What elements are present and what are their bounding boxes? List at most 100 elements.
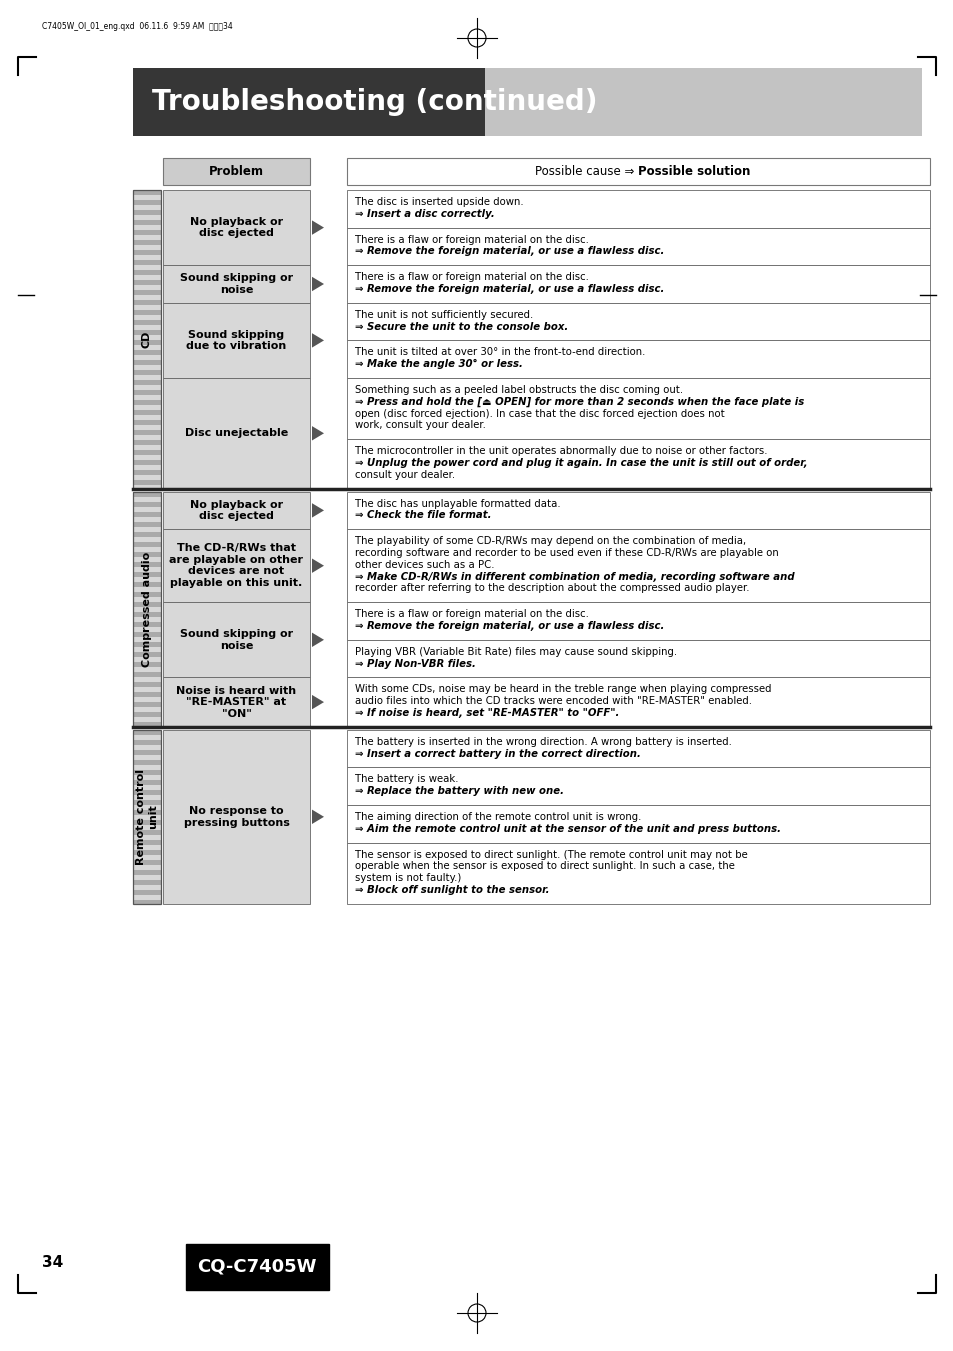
- Bar: [132, 662, 161, 666]
- Bar: [186, 1244, 329, 1290]
- Bar: [132, 566, 161, 571]
- Text: The battery is weak.: The battery is weak.: [355, 774, 458, 785]
- Bar: [132, 270, 161, 276]
- Text: 34: 34: [42, 1255, 63, 1270]
- Bar: [132, 430, 161, 435]
- Polygon shape: [312, 632, 324, 647]
- Bar: [132, 507, 161, 512]
- Bar: [132, 405, 161, 409]
- Polygon shape: [312, 503, 324, 517]
- Bar: [347, 227, 929, 265]
- Text: Something such as a peeled label obstructs the disc coming out.: Something such as a peeled label obstruc…: [355, 385, 682, 394]
- Text: other devices such as a PC.: other devices such as a PC.: [355, 559, 494, 570]
- Bar: [132, 255, 161, 259]
- Bar: [132, 492, 161, 497]
- Bar: [132, 376, 161, 380]
- Bar: [132, 485, 161, 489]
- Bar: [347, 843, 929, 904]
- Bar: [132, 775, 161, 780]
- Bar: [132, 551, 161, 557]
- Bar: [347, 492, 929, 530]
- Bar: [132, 542, 161, 547]
- Bar: [132, 205, 161, 209]
- Bar: [132, 547, 161, 551]
- Text: The disc is inserted upside down.: The disc is inserted upside down.: [355, 197, 523, 207]
- Text: Remote control
unit: Remote control unit: [136, 769, 157, 865]
- Bar: [132, 790, 161, 794]
- Text: The sensor is exposed to direct sunlight. (The remote control unit may not be: The sensor is exposed to direct sunlight…: [355, 850, 747, 859]
- Bar: [132, 380, 161, 385]
- Bar: [132, 666, 161, 671]
- Bar: [132, 885, 161, 890]
- Bar: [132, 586, 161, 592]
- Bar: [132, 581, 161, 586]
- Bar: [132, 735, 161, 740]
- Bar: [132, 400, 161, 405]
- Text: CD: CD: [142, 331, 152, 349]
- Bar: [163, 492, 310, 530]
- Text: There is a flaw or foreign material on the disc.: There is a flaw or foreign material on t…: [355, 235, 588, 245]
- Bar: [132, 209, 161, 215]
- Text: There is a flaw or foreign material on the disc.: There is a flaw or foreign material on t…: [355, 272, 588, 282]
- Polygon shape: [312, 809, 324, 824]
- Text: ⇒ Block off sunlight to the sensor.: ⇒ Block off sunlight to the sensor.: [355, 885, 549, 894]
- Bar: [132, 875, 161, 880]
- Bar: [132, 707, 161, 712]
- Bar: [132, 855, 161, 859]
- Bar: [132, 844, 161, 850]
- Text: Noise is heard with
"RE-MASTER" at
"ON": Noise is heard with "RE-MASTER" at "ON": [176, 685, 296, 719]
- Bar: [132, 697, 161, 701]
- Bar: [132, 305, 161, 309]
- Bar: [163, 303, 310, 378]
- Bar: [132, 444, 161, 450]
- Bar: [132, 730, 161, 904]
- Bar: [132, 671, 161, 677]
- Bar: [132, 259, 161, 265]
- Bar: [132, 716, 161, 721]
- Bar: [132, 890, 161, 894]
- Polygon shape: [312, 426, 324, 440]
- Bar: [132, 601, 161, 607]
- Bar: [132, 815, 161, 820]
- Text: Possible solution: Possible solution: [638, 165, 750, 178]
- Bar: [132, 759, 161, 765]
- Text: ⇒ Secure the unit to the console box.: ⇒ Secure the unit to the console box.: [355, 322, 568, 331]
- Bar: [347, 265, 929, 303]
- Bar: [163, 378, 310, 489]
- Bar: [132, 701, 161, 707]
- Bar: [132, 465, 161, 470]
- Bar: [132, 627, 161, 632]
- Bar: [163, 530, 310, 603]
- Bar: [132, 340, 161, 345]
- Bar: [132, 394, 161, 400]
- Bar: [132, 577, 161, 581]
- Bar: [132, 531, 161, 536]
- Text: Possible cause ⇒: Possible cause ⇒: [535, 165, 638, 178]
- Bar: [132, 607, 161, 612]
- Bar: [132, 390, 161, 394]
- Bar: [132, 825, 161, 830]
- Bar: [132, 562, 161, 566]
- Bar: [132, 765, 161, 770]
- Text: The battery is inserted in the wrong direction. A wrong battery is inserted.: The battery is inserted in the wrong dir…: [355, 736, 731, 747]
- Text: Sound skipping or
noise: Sound skipping or noise: [180, 273, 293, 295]
- Bar: [132, 497, 161, 501]
- Bar: [132, 835, 161, 840]
- Bar: [132, 900, 161, 904]
- Bar: [347, 530, 929, 603]
- Bar: [132, 470, 161, 476]
- Bar: [132, 682, 161, 686]
- Text: ⇒ Remove the foreign material, or use a flawless disc.: ⇒ Remove the foreign material, or use a …: [355, 621, 663, 631]
- Text: Sound skipping
due to vibration: Sound skipping due to vibration: [186, 330, 286, 351]
- Bar: [132, 750, 161, 755]
- Bar: [347, 439, 929, 489]
- Bar: [347, 378, 929, 439]
- Text: The unit is not sufficiently secured.: The unit is not sufficiently secured.: [355, 309, 533, 320]
- Bar: [132, 326, 161, 330]
- Bar: [132, 300, 161, 305]
- Bar: [132, 721, 161, 727]
- Bar: [132, 571, 161, 577]
- Bar: [132, 730, 161, 735]
- Bar: [132, 830, 161, 835]
- Bar: [132, 226, 161, 230]
